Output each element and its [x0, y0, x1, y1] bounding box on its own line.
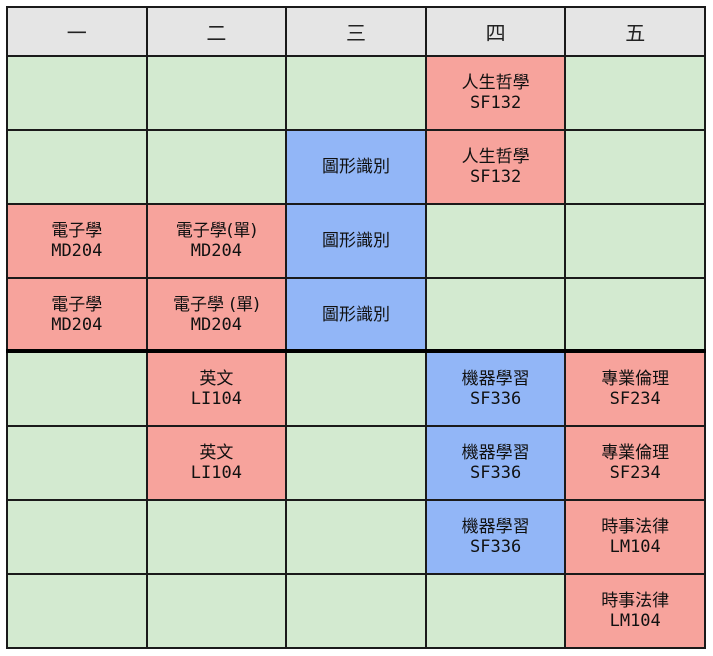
course-name: 英文: [199, 443, 234, 463]
empty-slot: [8, 57, 146, 129]
empty-slot: [8, 501, 146, 573]
empty-slot: [426, 575, 565, 647]
course-room: SF336: [470, 463, 522, 483]
course-room: LM104: [609, 537, 661, 557]
course-name: 人生哲學: [461, 147, 530, 167]
day-header: 一: [8, 8, 146, 55]
empty-slot: [8, 353, 146, 425]
empty-slot: [287, 501, 425, 573]
course-name: 專業倫理: [601, 369, 670, 389]
midday-divider: [6, 349, 706, 353]
course-room: LI104: [190, 389, 242, 409]
day-header: 二: [147, 8, 286, 55]
course-name: 人生哲學: [461, 73, 530, 93]
course-name: 時事法律: [601, 591, 670, 611]
empty-slot: [147, 501, 286, 573]
course-name: 專業倫理: [601, 443, 670, 463]
empty-slot: [8, 131, 146, 203]
course-name: 電子學: [51, 221, 103, 241]
empty-slot: [566, 57, 704, 129]
empty-slot: [566, 279, 704, 351]
course-cell: 人生哲學 SF132: [426, 57, 565, 129]
day-header: 四: [426, 8, 565, 55]
course-name: 圖形識別: [321, 305, 390, 325]
course-name: 圖形識別: [321, 231, 390, 251]
course-room: SF336: [470, 389, 522, 409]
course-cell: 機器學習 SF336: [426, 427, 565, 499]
course-cell: 電子學 (單) MD204: [147, 279, 286, 351]
course-room: SF336: [470, 537, 522, 557]
course-cell: 時事法律 LM104: [566, 501, 704, 573]
empty-slot: [8, 575, 146, 647]
empty-slot: [8, 427, 146, 499]
course-name: 機器學習: [461, 443, 530, 463]
course-name: 時事法律: [601, 517, 670, 537]
empty-slot: [287, 427, 425, 499]
course-cell: 機器學習 SF336: [426, 353, 565, 425]
course-name: 機器學習: [461, 369, 530, 389]
empty-slot: [287, 575, 425, 647]
course-room: SF132: [470, 167, 522, 187]
course-name: 電子學: [51, 295, 103, 315]
course-cell: 專業倫理 SF234: [566, 353, 704, 425]
course-cell: 英文 LI104: [147, 427, 286, 499]
empty-slot: [426, 205, 565, 277]
empty-slot: [147, 57, 286, 129]
course-room: MD204: [190, 241, 242, 261]
course-room: MD204: [190, 315, 242, 335]
course-room: SF234: [609, 389, 661, 409]
course-room: MD204: [51, 315, 103, 335]
timetable-grid: 一二三四五人生哲學 SF132 圖形識別 人生哲學 SF132 電子學 MD204 電子學(單…: [6, 6, 706, 649]
course-room: SF234: [609, 463, 661, 483]
course-name: 圖形識別: [321, 157, 390, 177]
course-cell: 時事法律 LM104: [566, 575, 704, 647]
empty-slot: [287, 57, 425, 129]
course-name: 機器學習: [461, 517, 530, 537]
empty-slot: [566, 131, 704, 203]
course-name: 電子學 (單): [173, 295, 260, 315]
empty-slot: [566, 205, 704, 277]
course-cell: 機器學習 SF336: [426, 501, 565, 573]
course-room: SF132: [470, 93, 522, 113]
course-cell: 圖形識別: [287, 131, 425, 203]
course-cell: 人生哲學 SF132: [426, 131, 565, 203]
empty-slot: [147, 131, 286, 203]
course-cell: 英文 LI104: [147, 353, 286, 425]
course-name: 電子學(單): [175, 221, 258, 241]
course-room: LM104: [609, 611, 661, 631]
course-cell: 圖形識別: [287, 279, 425, 351]
course-cell: 電子學 MD204: [8, 279, 146, 351]
day-header: 五: [566, 8, 704, 55]
empty-slot: [426, 279, 565, 351]
course-name: 英文: [199, 369, 234, 389]
course-cell: 電子學 MD204: [8, 205, 146, 277]
course-cell: 電子學(單) MD204: [147, 205, 286, 277]
day-header: 三: [287, 8, 425, 55]
empty-slot: [147, 575, 286, 647]
course-cell: 圖形識別: [287, 205, 425, 277]
course-room: MD204: [51, 241, 103, 261]
course-cell: 專業倫理 SF234: [566, 427, 704, 499]
course-room: LI104: [190, 463, 242, 483]
empty-slot: [287, 353, 425, 425]
